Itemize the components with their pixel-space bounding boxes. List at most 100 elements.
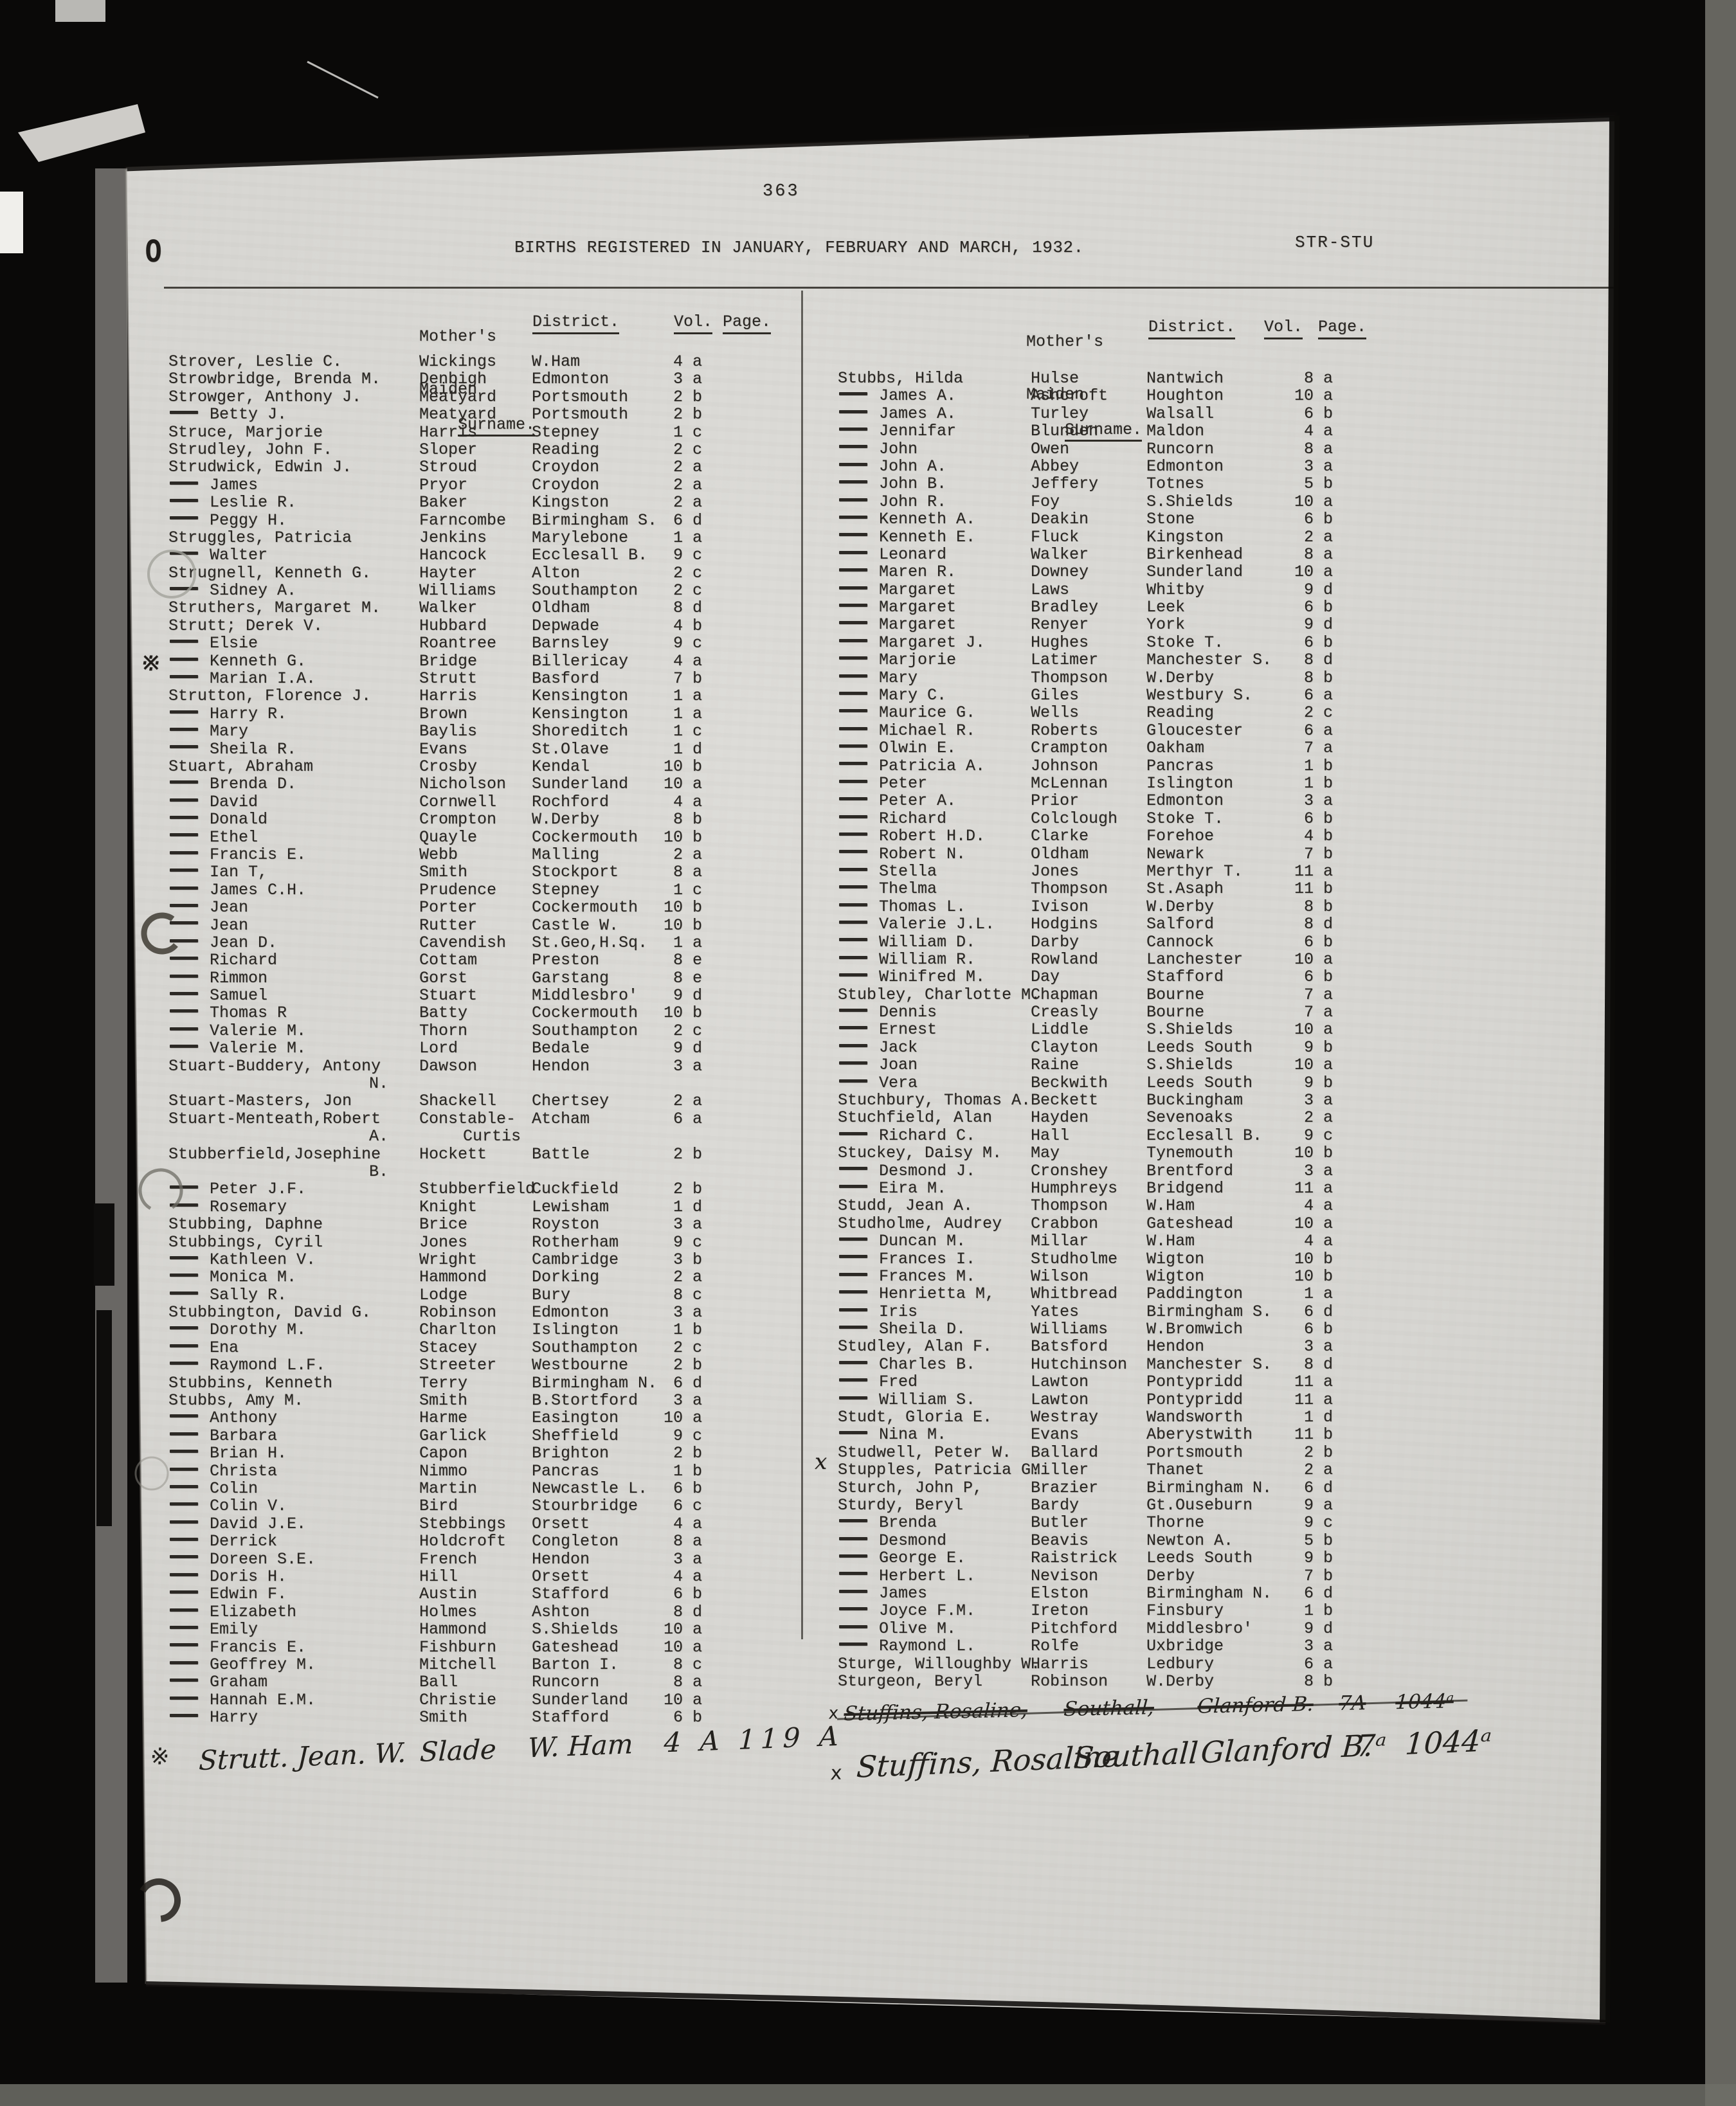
ditto-mark: [839, 656, 867, 660]
child-name: Ernest: [838, 1021, 1031, 1039]
header-line: Mother's: [1026, 332, 1104, 351]
volume-ref: 7 a: [1303, 985, 1333, 1004]
child-name: Vera: [838, 1074, 1031, 1092]
index-row: James A. Turley Walsall 6 b 922: [838, 404, 1404, 422]
child-name: Nina M.: [838, 1426, 1031, 1444]
index-row: Strugnell, Kenneth G. Hayter Alton 2 c 287: [168, 564, 779, 582]
volume-ref: 3 b: [673, 1250, 702, 1269]
ditto-mark: [170, 1009, 198, 1013]
child-name: Jean: [168, 916, 419, 934]
ditto-mark: [839, 691, 867, 695]
volume-ref: 3 a: [673, 1303, 702, 1322]
volume-ref: 6 c: [673, 1497, 702, 1516]
child-name-text: Raymond L.: [879, 1637, 976, 1656]
index-row: Struce, Marjorie Harris Stepney 1 c 185: [168, 423, 779, 441]
district-name: Depwade: [532, 616, 600, 635]
index-row: Christa Nimmo Pancras 1 b 115: [168, 1462, 779, 1480]
child-name: Rosemary: [168, 1198, 419, 1216]
child-name: Stuart-Menteath,Robert: [168, 1110, 419, 1128]
mother-maiden-surname: Meatyard: [419, 387, 497, 406]
handwritten-entry-rewrite: x Stuffins, Rosaline Southall Glanford B…: [827, 1720, 1551, 1821]
index-row: Doreen S.E. French Hendon 3 a 631: [168, 1550, 779, 1568]
mother-maiden-surname: Cornwell: [419, 792, 497, 811]
volume-ref: 8 d: [1303, 651, 1333, 670]
district-name: Middlesbro': [532, 986, 638, 1005]
mother-maiden-surname: Garlick: [419, 1426, 487, 1445]
child-name-text: Dorothy M.: [210, 1320, 307, 1340]
mother-maiden-surname: Butler: [1031, 1513, 1089, 1533]
district-name: Castle W.: [532, 915, 619, 935]
volume-ref: 9 c: [673, 1426, 702, 1445]
child-name: Stella: [838, 863, 1031, 880]
child-name: John A.: [838, 458, 1031, 475]
mother-maiden-surname: Harris: [419, 687, 478, 706]
child-name-text: Maren R.: [879, 562, 957, 582]
index-row: Studt, Gloria E. Westray Wandsworth 1 d 814: [838, 1408, 1404, 1426]
volume-ref: 9 d: [1303, 1619, 1333, 1638]
child-name: Strowbridge, Brenda M.: [168, 370, 419, 388]
child-name: Leonard: [838, 546, 1031, 563]
mother-maiden-surname: Dawson: [419, 1056, 478, 1076]
volume-ref: 6 a: [673, 1109, 702, 1128]
column-header-page-right: Page.: [1318, 318, 1367, 339]
index-row: Stubbington, David G. Robinson Edmonton 3 a…: [168, 1303, 779, 1322]
index-row: Strowbridge, Brenda M. Denbigh Edmonton 3 a…: [168, 370, 779, 388]
index-row: Michael R. Roberts Gloucester 6 a 409: [838, 721, 1404, 739]
index-row: Fred Lawton Pontypridd 11 a 758: [838, 1373, 1404, 1391]
child-name-text: Peter: [879, 773, 928, 793]
mother-maiden-surname: Pryor: [419, 475, 468, 494]
mother-maiden-surname: Johnson: [1031, 756, 1099, 775]
mother-maiden-surname: Constable-: [419, 1109, 516, 1128]
child-name-text: Studd, Jean A.: [838, 1196, 973, 1216]
header-rule: [164, 287, 1614, 289]
district-name: Kensington: [532, 687, 629, 706]
mother-maiden-surname: Blunden: [1031, 422, 1099, 441]
volume-ref: 8 a: [1303, 369, 1333, 388]
ditto-mark: [170, 921, 198, 925]
mother-maiden-surname: Ireton: [1031, 1601, 1089, 1621]
child-name-continued: N.: [369, 1074, 389, 1094]
volume-ref: 10 a: [663, 1690, 702, 1709]
mother-maiden-surname: Cavendish: [419, 933, 507, 952]
stray-type-mark: O: [145, 234, 162, 272]
ditto-mark: [839, 1131, 867, 1135]
volume-ref: 8 d: [673, 598, 702, 618]
volume-ref: 6 b: [1303, 510, 1333, 529]
index-row-continuation: N.: [168, 1074, 779, 1094]
district-name: Cockermouth: [532, 1004, 638, 1023]
mother-maiden-surname: Laws: [1031, 580, 1070, 599]
child-name: James A.: [838, 387, 1031, 405]
child-name-text: Margaret: [879, 615, 957, 634]
district-name: Edmonton: [532, 370, 610, 389]
child-name: John: [838, 440, 1031, 458]
ditto-mark: [839, 726, 867, 730]
mother-maiden-surname: Hall: [1031, 1126, 1070, 1145]
volume-ref: 1 a: [673, 933, 702, 952]
mother-maiden-surname: Southall,: [1063, 1696, 1155, 1722]
mother-maiden-surname: Beckwith: [1031, 1073, 1108, 1092]
district-name: W.Ham: [532, 352, 581, 371]
child-name-text: Mary: [879, 668, 918, 687]
child-name: Ena: [168, 1339, 419, 1356]
child-name: Rimmon: [168, 969, 419, 987]
mother-maiden-surname: Bridge: [419, 651, 478, 670]
district-name: Manchester S.: [1146, 1354, 1272, 1374]
volume-ref: 6 b: [1303, 633, 1333, 652]
volume-ref: 5 b: [1303, 474, 1333, 494]
ditto-mark: [839, 1607, 867, 1611]
district-name: Barnsley: [532, 634, 610, 653]
district-name: Wandsworth: [1146, 1408, 1243, 1427]
ditto-mark: [839, 621, 867, 625]
column-divider: [801, 291, 803, 1639]
volume-ref: 9 d: [1303, 580, 1333, 599]
volume-ref: 6 d: [673, 1373, 702, 1392]
mother-maiden-surname: Meatyard: [419, 405, 497, 424]
district-name: Billericay: [532, 651, 629, 670]
district-name: Alton: [532, 563, 581, 582]
district-name: Nantwich: [1146, 369, 1224, 388]
child-name: Stubberfield,Josephine: [168, 1145, 419, 1163]
district-name: Oakham: [1146, 739, 1205, 758]
mother-maiden-surname: Jones: [1031, 861, 1080, 881]
child-name: Joyce F.M.: [838, 1602, 1031, 1620]
handwritten-entry-left: ※ Strutt. Jean. W. Slade W. Ham 4 A 119 …: [149, 1720, 857, 1811]
